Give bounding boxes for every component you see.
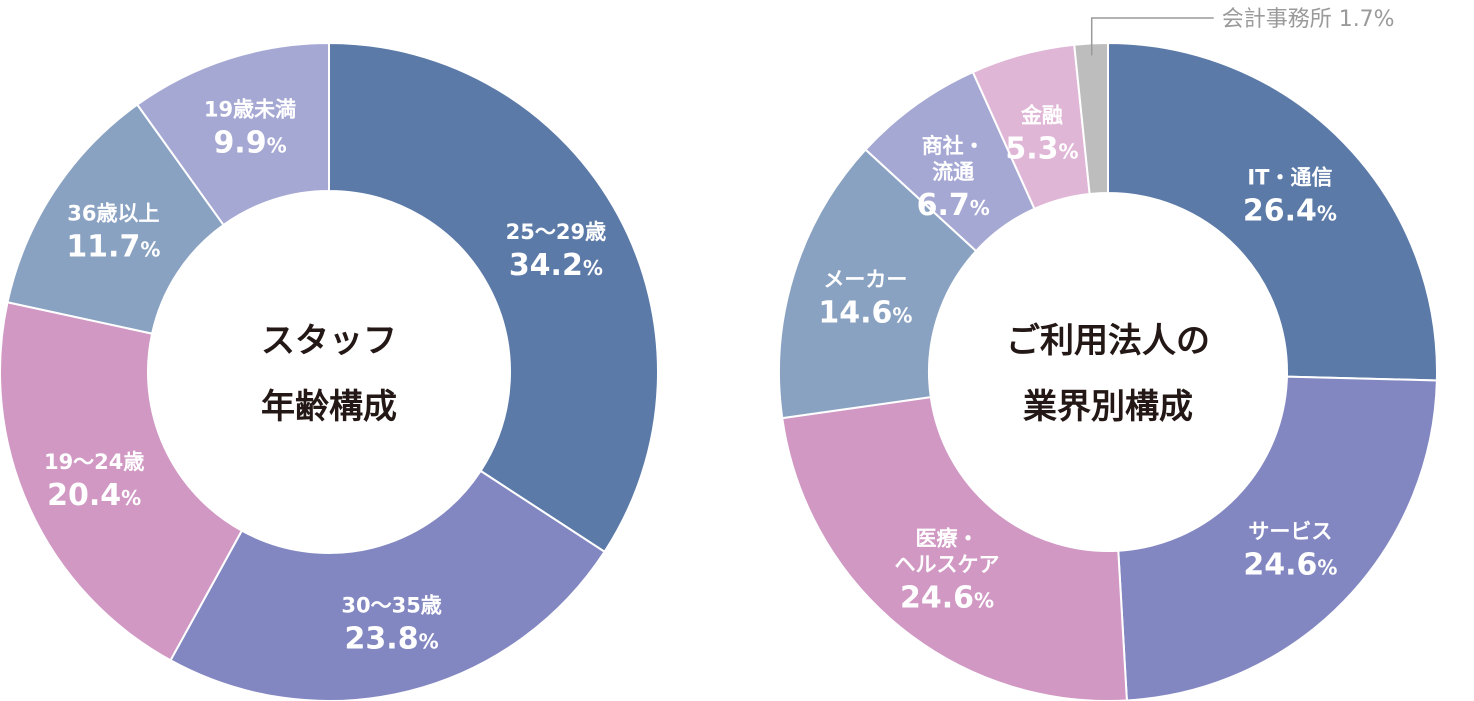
donut-chart-2: IT・通信 26.4% サービス 24.6% 医療・ヘルスケア 24.6% メーカー 14.6… xyxy=(778,7,1438,701)
slice-label-2-6: 金融 xyxy=(1020,104,1063,128)
slice-label-2-4: メーカー xyxy=(823,268,907,292)
slice-label-1-4: 36歳以上 xyxy=(67,201,159,225)
slice-value-2-3: 24.6% xyxy=(900,580,994,615)
pie-slice-1-2 xyxy=(169,469,606,701)
slice-value-2-6: 5.3% xyxy=(1005,132,1078,167)
slice-value-2-2: 24.6% xyxy=(1243,548,1337,583)
center-title-1: スタッフ年齢構成 xyxy=(261,321,397,427)
slice-label-2-3: 医療・ヘルスケア xyxy=(895,526,1000,576)
slice-value-1-1: 34.2% xyxy=(509,248,603,283)
slice-label-2-1: IT・通信 xyxy=(1247,166,1332,190)
pie-slice-1-3 xyxy=(0,301,244,662)
slice-value-2-1: 26.4% xyxy=(1243,194,1337,229)
slice-label-2-2: サービス xyxy=(1248,520,1332,544)
pie-slice-1-4 xyxy=(6,103,225,335)
slice-value-2-5: 6.7% xyxy=(917,188,990,223)
donut-chart-1: 25〜29歳 34.2% 30〜35歳 23.8% 19〜24歳 20.4% 36歳以上 11… xyxy=(0,41,659,701)
slice-value-2-4: 14.6% xyxy=(818,296,912,331)
pie-slice-2-1 xyxy=(1107,41,1438,382)
center-title-2: ご利用法人の業界別構成 xyxy=(1006,321,1210,427)
slice-label-2-5: 商社・流通 xyxy=(922,134,985,184)
pie-slice-1-5 xyxy=(135,41,330,227)
slice-label-2-7: 会計事務所 1.7% xyxy=(1222,7,1395,32)
slice-label-1-5: 19歳未満 xyxy=(204,97,296,121)
slice-value-1-3: 20.4% xyxy=(47,478,141,513)
slice-value-1-2: 23.8% xyxy=(345,621,439,656)
slice-label-1-3: 19〜24歳 xyxy=(44,450,144,474)
leader-line-2-7 xyxy=(1090,17,1214,56)
slice-label-1-2: 30〜35歳 xyxy=(341,593,441,617)
pie-slice-2-2 xyxy=(1117,375,1438,701)
slice-value-1-4: 11.7% xyxy=(66,229,160,264)
pie-slice-1-1 xyxy=(328,41,659,554)
pie-slice-2-3 xyxy=(781,395,1128,701)
pie-slice-2-7 xyxy=(1073,41,1109,196)
pie-slice-2-4 xyxy=(778,148,978,420)
slice-label-1-1: 25〜29歳 xyxy=(506,220,606,244)
slice-value-1-5: 9.9% xyxy=(213,125,286,160)
